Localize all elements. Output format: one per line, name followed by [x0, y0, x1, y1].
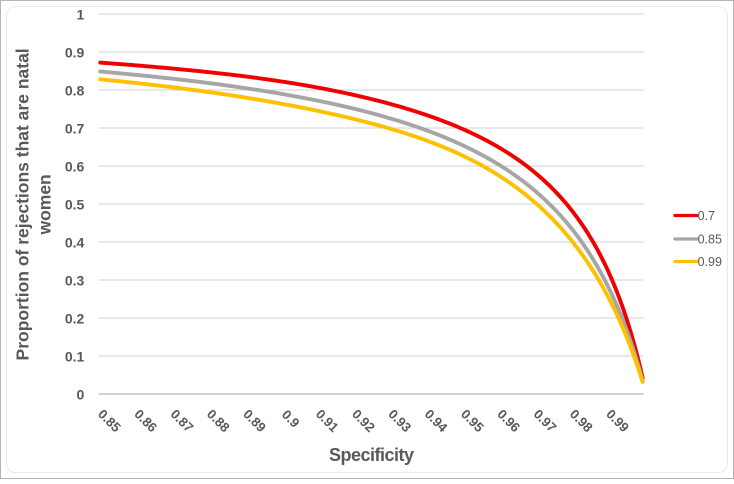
- svg-text:0.3: 0.3: [65, 273, 85, 289]
- svg-text:0.6: 0.6: [65, 159, 85, 175]
- svg-text:0.5: 0.5: [65, 197, 85, 213]
- svg-text:women: women: [35, 174, 55, 235]
- svg-text:0.8: 0.8: [65, 83, 85, 99]
- svg-text:0.4: 0.4: [65, 235, 85, 251]
- svg-text:0.99: 0.99: [698, 255, 722, 269]
- svg-text:0.7: 0.7: [698, 209, 715, 223]
- svg-text:0: 0: [77, 387, 85, 403]
- svg-text:0.1: 0.1: [65, 349, 85, 365]
- svg-text:Specificity: Specificity: [329, 445, 414, 465]
- svg-text:Proportion of rejections that: Proportion of rejections that are natal: [13, 48, 33, 360]
- svg-text:0.9: 0.9: [65, 45, 85, 61]
- svg-text:1: 1: [77, 7, 85, 23]
- svg-text:0.7: 0.7: [65, 121, 85, 137]
- svg-text:0.85: 0.85: [698, 233, 722, 247]
- svg-text:0.2: 0.2: [65, 311, 85, 327]
